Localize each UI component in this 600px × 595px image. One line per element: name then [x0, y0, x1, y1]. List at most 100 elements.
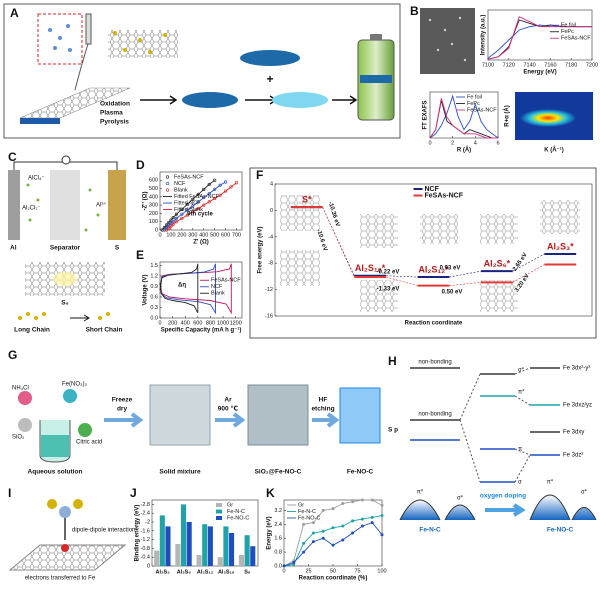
h-label: non-bonding	[418, 360, 451, 366]
connector	[385, 276, 418, 286]
x-tick-label: 800	[206, 320, 215, 326]
y-tick-label: 0.0	[274, 563, 282, 569]
data-point	[174, 216, 178, 220]
bar	[238, 555, 245, 566]
molecule-box	[37, 13, 83, 65]
connector	[322, 206, 355, 278]
i-label: dipole-dipole interaction	[72, 528, 135, 534]
y-tick-label: -2.8	[141, 502, 150, 508]
h-label: oxygen doping	[480, 493, 526, 500]
reagent	[18, 418, 32, 432]
series-line	[166, 182, 237, 231]
x-tick-label: Al₂S₁₂	[197, 569, 214, 575]
panel-label: J	[130, 486, 137, 500]
y-tick-label: 0.3	[150, 305, 158, 311]
y-tick-label: -12	[265, 287, 273, 293]
al-electrode	[8, 170, 20, 240]
connector	[512, 253, 545, 272]
data-point	[331, 526, 335, 530]
g-label: SiO₂	[12, 435, 25, 441]
h-label: Fe 3dxz/yz	[563, 403, 592, 409]
annotation: Δη	[178, 283, 186, 289]
series-line	[487, 16, 592, 60]
composite-cube	[247, 384, 309, 446]
arrow	[485, 503, 526, 517]
y-tick-label: 0	[147, 563, 150, 569]
legend-label: Fe-N-C	[298, 509, 316, 515]
g-label: NH₄Cl	[12, 386, 29, 392]
data-point	[360, 524, 364, 528]
data-point	[213, 187, 217, 191]
y-tick-label: -0.4	[141, 555, 150, 561]
step-label: Oxidation	[100, 101, 130, 108]
data-point	[191, 197, 195, 201]
h-label: σ	[518, 480, 522, 486]
data-point	[207, 200, 211, 204]
bar	[165, 526, 171, 566]
y-tick-label: -2.4	[141, 511, 150, 517]
bar	[229, 533, 235, 566]
bar	[180, 504, 187, 566]
h-label: Fe-NO-C	[547, 527, 574, 534]
series-line	[429, 98, 498, 139]
x-tick-label: 0	[282, 568, 285, 574]
x-tick-label: 0	[428, 140, 431, 146]
data-point	[218, 183, 222, 187]
data-point	[191, 210, 195, 214]
x-tick-label: 400	[181, 320, 190, 326]
legend-swatch	[165, 188, 170, 192]
arrow	[332, 95, 358, 105]
panel-frame	[3, 3, 401, 139]
data-point	[164, 226, 169, 230]
battery-layer	[360, 75, 392, 83]
y-tick-label: 0.6	[150, 294, 158, 300]
panel-frame	[249, 167, 597, 339]
data-point	[360, 517, 364, 521]
legend-label: FePc	[561, 29, 574, 35]
x-tick-label: 0	[158, 320, 161, 326]
c-label: S	[115, 245, 120, 252]
disc	[182, 92, 238, 108]
x-tick-label: 7100	[482, 62, 494, 68]
legend-label: FeSAs-NCF	[425, 192, 464, 199]
data-point	[282, 564, 286, 568]
data-point	[321, 529, 325, 533]
legend-label: Fe-NO-C	[227, 515, 249, 521]
series-line	[159, 263, 199, 314]
bar	[196, 555, 202, 566]
legend-label: Blank	[174, 187, 188, 193]
x-axis-label: Z' (Ω)	[193, 240, 209, 246]
data-point	[370, 521, 374, 525]
connector	[449, 270, 482, 278]
h-label: non-bonding	[418, 412, 451, 418]
legend-label: Blank	[211, 291, 225, 297]
molecule	[48, 24, 72, 52]
data-point	[196, 200, 200, 204]
orbital-curve	[529, 494, 597, 521]
y-tick-label: 200	[149, 211, 158, 217]
c-label: Separator	[50, 245, 81, 252]
x-tick-label: 75	[354, 568, 360, 574]
c-label: Short Chain	[86, 327, 123, 334]
data-point	[341, 538, 345, 542]
x-tick-label: 200	[168, 320, 177, 326]
x-tick-label: 500	[210, 232, 219, 238]
g-label: Aqueous solution	[28, 469, 83, 476]
data-point	[202, 196, 206, 200]
arrow	[215, 412, 246, 428]
data-point	[302, 550, 306, 554]
connector	[322, 206, 355, 276]
h-label: σ*	[518, 368, 525, 374]
x-axis-label: Reaction coordinate (%)	[299, 576, 368, 582]
y-tick-label: 400	[149, 194, 158, 200]
data-point	[180, 212, 184, 216]
x-tick-label: Al₂S₁₈	[218, 569, 235, 575]
h-label: π	[518, 447, 522, 453]
x-tick-label: Al₂S₃	[156, 569, 171, 575]
arrow	[104, 412, 144, 428]
annotation: -10.6 eV	[315, 228, 328, 251]
data-point	[380, 514, 384, 518]
data-point	[160, 228, 164, 232]
battery-cap	[370, 34, 382, 40]
structure	[480, 280, 518, 312]
